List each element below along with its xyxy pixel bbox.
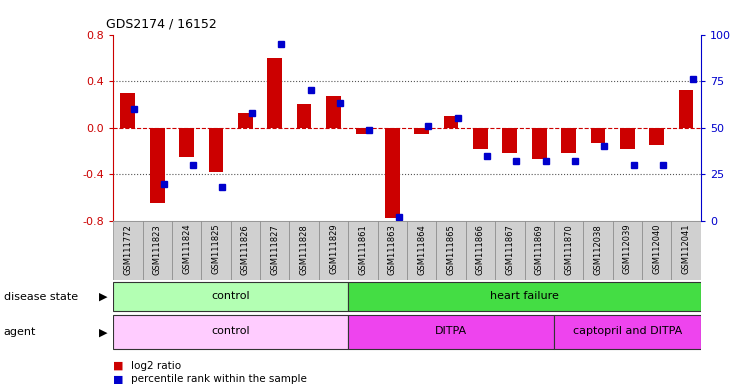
Bar <box>583 221 612 280</box>
Text: disease state: disease state <box>4 291 78 302</box>
Bar <box>495 221 524 280</box>
Bar <box>612 221 642 280</box>
Text: control: control <box>212 326 250 336</box>
Bar <box>113 315 348 349</box>
Text: GSM111864: GSM111864 <box>417 224 426 275</box>
Text: control: control <box>212 291 250 301</box>
Text: GSM111863: GSM111863 <box>388 224 397 275</box>
Text: GSM111870: GSM111870 <box>564 224 573 275</box>
Bar <box>238 113 253 128</box>
Bar <box>554 221 583 280</box>
Text: percentile rank within the sample: percentile rank within the sample <box>131 374 307 384</box>
Text: GSM111829: GSM111829 <box>329 224 338 275</box>
Bar <box>502 128 517 153</box>
Bar <box>209 128 223 172</box>
Bar <box>348 221 377 280</box>
Bar <box>120 93 135 128</box>
Bar <box>385 128 399 218</box>
Bar <box>201 221 231 280</box>
Bar <box>415 128 429 134</box>
Bar <box>326 96 341 128</box>
Bar <box>356 128 370 134</box>
Bar <box>524 221 554 280</box>
Text: GSM111824: GSM111824 <box>182 224 191 275</box>
Bar <box>289 221 319 280</box>
Bar <box>473 128 488 149</box>
Text: ▶: ▶ <box>99 291 107 302</box>
Bar <box>113 282 348 311</box>
Text: agent: agent <box>4 327 36 337</box>
Text: GSM111869: GSM111869 <box>534 224 544 275</box>
Text: GSM111825: GSM111825 <box>212 224 220 275</box>
Text: GSM111866: GSM111866 <box>476 224 485 275</box>
Bar <box>172 221 201 280</box>
Text: ■: ■ <box>113 361 123 371</box>
Bar <box>348 282 701 311</box>
Bar <box>231 221 260 280</box>
Text: GSM111823: GSM111823 <box>153 224 162 275</box>
Text: GSM112040: GSM112040 <box>652 224 661 274</box>
Text: GSM111867: GSM111867 <box>505 224 515 275</box>
Bar <box>650 128 664 145</box>
Bar <box>407 221 437 280</box>
Text: GSM111865: GSM111865 <box>447 224 456 275</box>
Text: GSM112041: GSM112041 <box>682 224 691 274</box>
Text: DITPA: DITPA <box>435 326 467 336</box>
Bar <box>620 128 634 149</box>
Bar <box>437 221 466 280</box>
Text: GDS2174 / 16152: GDS2174 / 16152 <box>106 18 217 31</box>
Bar <box>150 128 164 204</box>
Text: GSM112039: GSM112039 <box>623 224 632 275</box>
Bar <box>319 221 348 280</box>
Text: log2 ratio: log2 ratio <box>131 361 182 371</box>
Bar <box>532 128 547 159</box>
Bar <box>561 128 576 153</box>
Text: GSM111861: GSM111861 <box>358 224 367 275</box>
Text: heart failure: heart failure <box>490 291 559 301</box>
Text: GSM111827: GSM111827 <box>270 224 280 275</box>
Text: GSM111826: GSM111826 <box>241 224 250 275</box>
Bar <box>180 128 194 157</box>
Text: ■: ■ <box>113 374 123 384</box>
Bar <box>297 104 312 128</box>
Bar <box>260 221 289 280</box>
Text: captopril and DITPA: captopril and DITPA <box>573 326 682 336</box>
Bar <box>444 116 458 128</box>
Bar <box>591 128 605 143</box>
Text: GSM111772: GSM111772 <box>123 224 132 275</box>
Text: GSM111828: GSM111828 <box>299 224 309 275</box>
Bar <box>642 221 672 280</box>
Bar <box>348 315 554 349</box>
Bar <box>377 221 407 280</box>
Bar <box>672 221 701 280</box>
Bar <box>113 221 142 280</box>
Text: ▶: ▶ <box>99 327 107 337</box>
Bar <box>142 221 172 280</box>
Bar <box>679 91 694 128</box>
Text: GSM112038: GSM112038 <box>593 224 602 275</box>
Bar <box>267 58 282 128</box>
Bar <box>554 315 701 349</box>
Bar <box>466 221 495 280</box>
